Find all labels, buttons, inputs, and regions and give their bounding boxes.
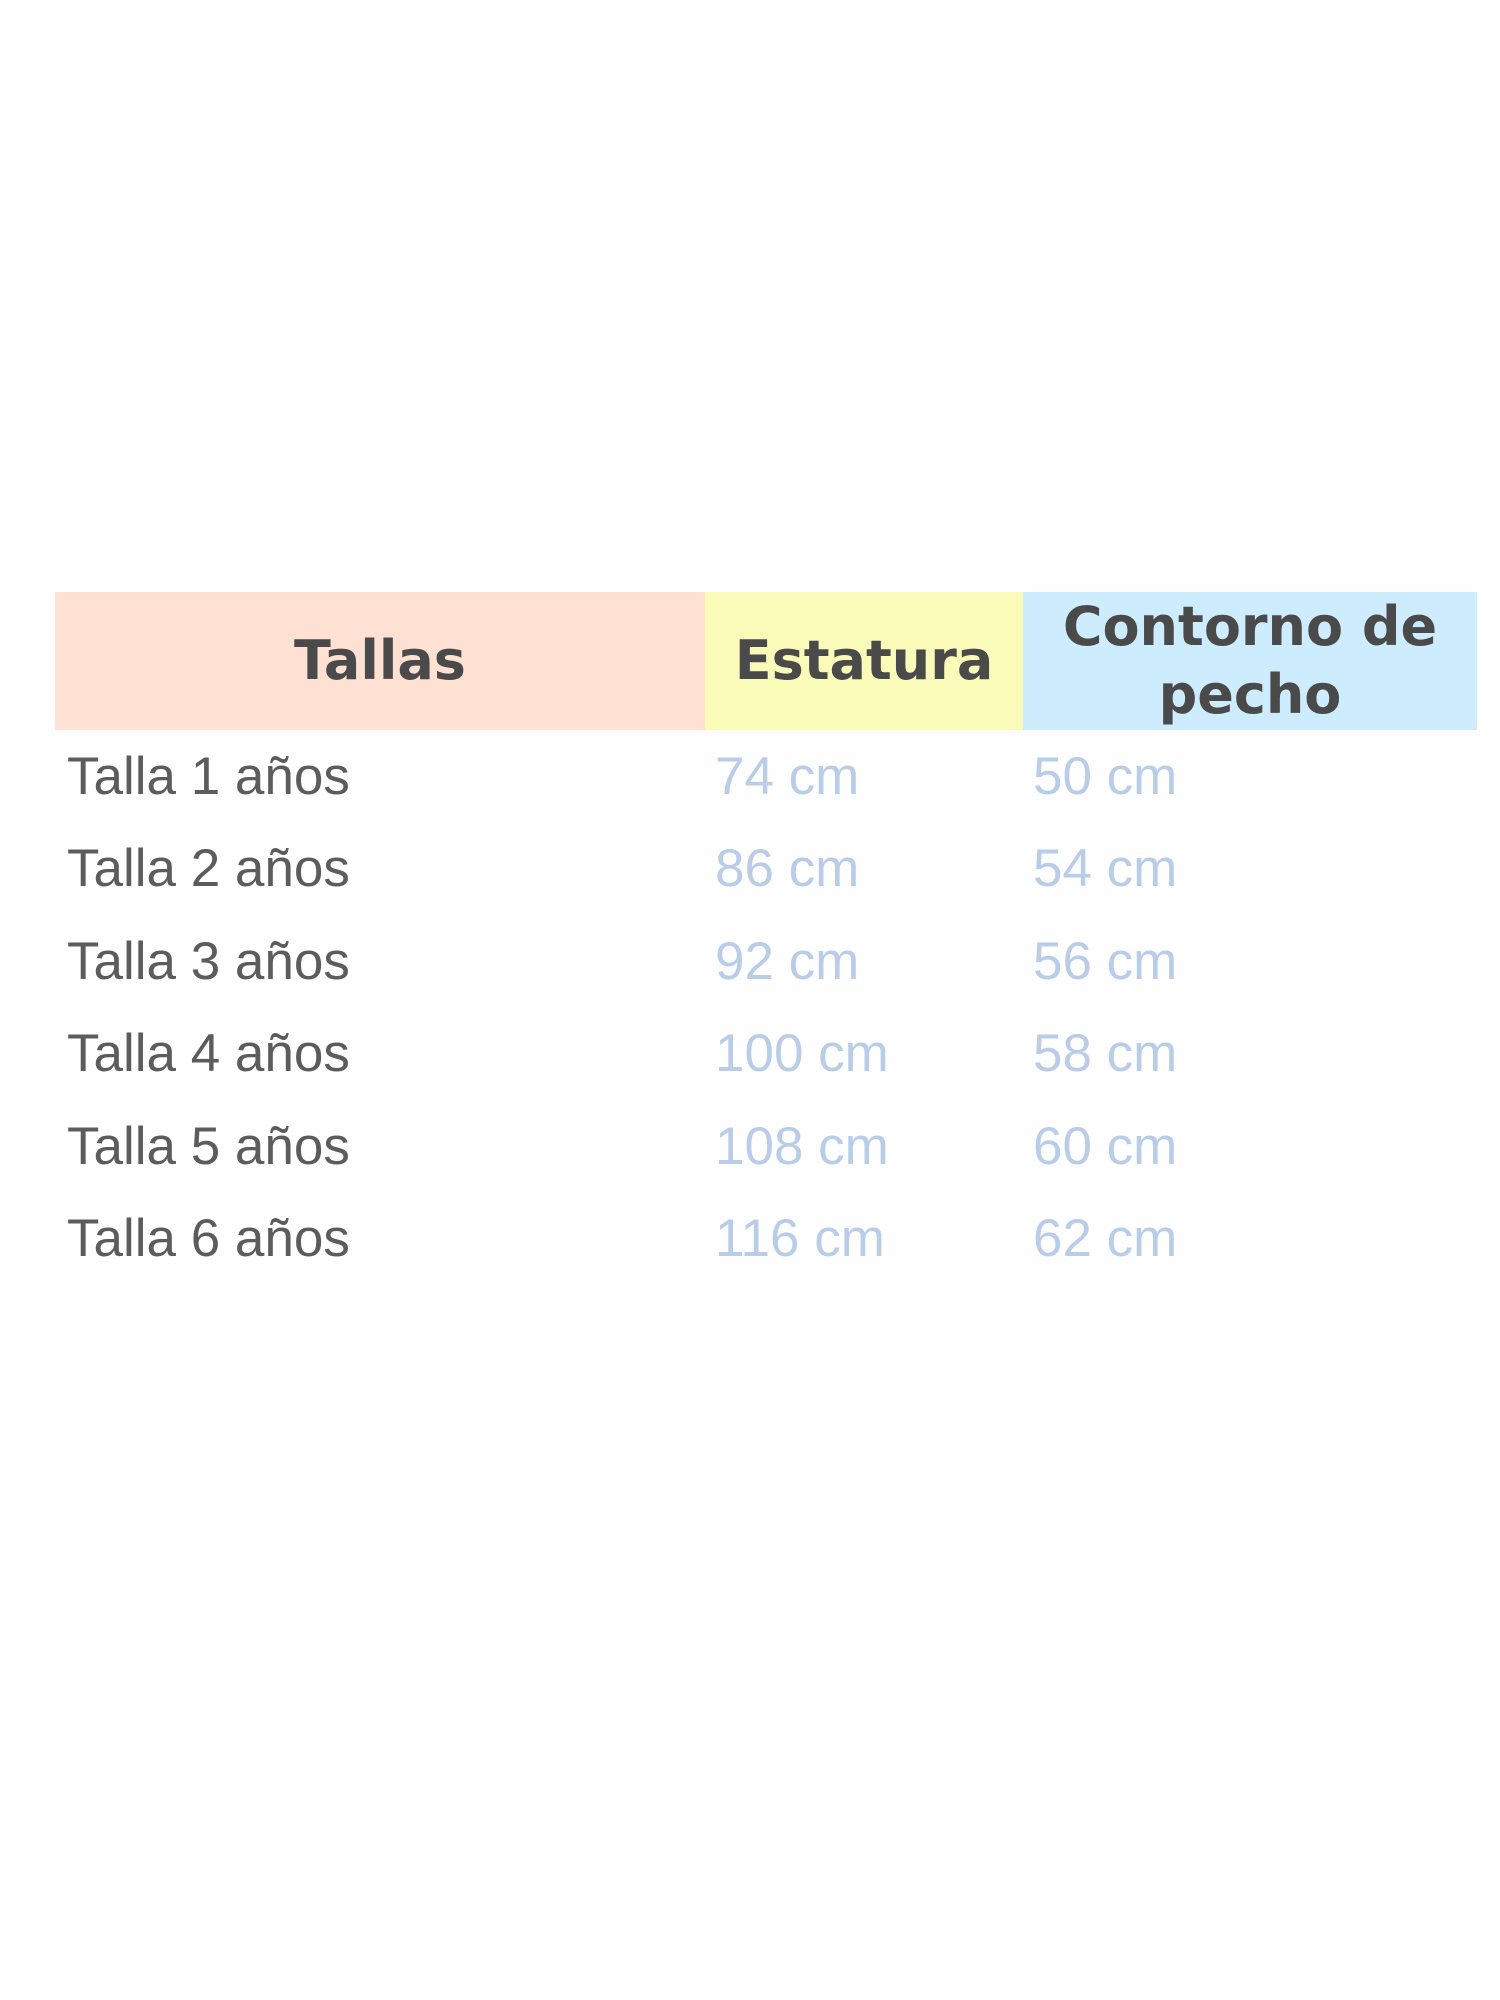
size-cell: Talla 2 años bbox=[67, 839, 350, 899]
size-cell: Talla 4 años bbox=[67, 1024, 350, 1084]
table-header: Tallas Estatura Contorno de pecho bbox=[55, 592, 1477, 730]
size-cell: Talla 5 años bbox=[67, 1116, 350, 1176]
height-cell: 116 cm bbox=[715, 1209, 885, 1269]
table-row: Talla 3 años 92 cm 56 cm bbox=[55, 915, 1477, 1008]
table-body: Talla 1 años 74 cm 50 cm Talla 2 años 86 cm 5… bbox=[55, 730, 1477, 1285]
height-cell: 86 cm bbox=[715, 839, 860, 899]
table-row: Talla 1 años 74 cm 50 cm bbox=[55, 730, 1477, 823]
table-row: Talla 4 años 100 cm 58 cm bbox=[55, 1008, 1477, 1101]
size-table: Tallas Estatura Contorno de pecho Talla … bbox=[55, 592, 1477, 1285]
chest-cell: 62 cm bbox=[1033, 1209, 1178, 1269]
table-row: Talla 2 años 86 cm 54 cm bbox=[55, 823, 1477, 916]
header-estatura: Estatura bbox=[705, 592, 1023, 730]
chest-cell: 50 cm bbox=[1033, 746, 1178, 806]
height-cell: 108 cm bbox=[715, 1116, 889, 1176]
size-cell: Talla 1 años bbox=[67, 746, 350, 806]
height-cell: 74 cm bbox=[715, 746, 860, 806]
table-row: Talla 5 años 108 cm 60 cm bbox=[55, 1100, 1477, 1193]
size-cell: Talla 3 años bbox=[67, 931, 350, 991]
chest-cell: 54 cm bbox=[1033, 839, 1178, 899]
chest-cell: 56 cm bbox=[1033, 931, 1178, 991]
chest-cell: 60 cm bbox=[1033, 1116, 1178, 1176]
chest-cell: 58 cm bbox=[1033, 1024, 1178, 1084]
size-cell: Talla 6 años bbox=[67, 1209, 350, 1269]
header-contorno-pecho: Contorno de pecho bbox=[1023, 592, 1477, 730]
table-row: Talla 6 años 116 cm 62 cm bbox=[55, 1193, 1477, 1286]
height-cell: 92 cm bbox=[715, 931, 860, 991]
header-tallas: Tallas bbox=[55, 592, 705, 730]
height-cell: 100 cm bbox=[715, 1024, 889, 1084]
